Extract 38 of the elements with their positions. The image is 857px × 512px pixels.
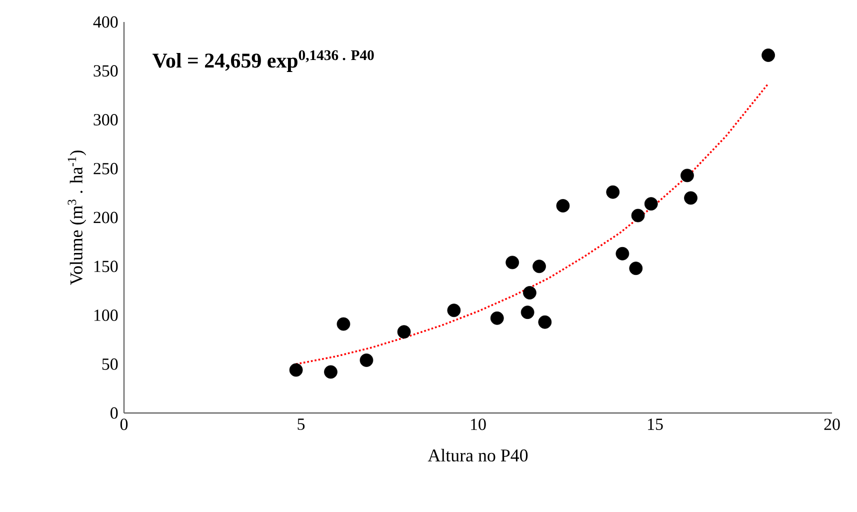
y-tick-label: 400 [93,16,118,28]
point [506,256,520,270]
point [644,197,658,211]
x-tick-label: 10 [471,418,486,430]
point [490,311,504,325]
x-tick-label: 0 [120,418,128,430]
point [684,191,698,205]
point [606,185,620,199]
point [556,199,570,212]
point [360,354,374,367]
x-tick-label: 5 [298,418,305,430]
point [532,260,546,274]
y-tick-label: 250 [94,162,118,174]
y-axis-title: Volume (m$^{3}$ . ha$^{-1}$) [68,150,86,286]
point [538,315,552,329]
y-tick-label: 350 [94,65,118,77]
point [336,317,350,331]
point [522,286,536,300]
x-axis-title: Altura no P40 [428,448,528,462]
point [762,48,775,62]
x-tick-label: 15 [648,418,663,430]
point [447,304,461,318]
y-tick-label: 300 [94,114,118,126]
y-tick-label: 0 [110,407,118,419]
y-tick-label: 100 [94,310,118,321]
point [680,168,694,182]
y-tick-label: 150 [94,260,118,272]
point [397,325,411,339]
point [289,363,303,377]
annotation: Vol = 24,659 exp$^{0,1436 . P40}$ [152,50,374,72]
y-tick-label: 200 [94,212,118,224]
point [629,262,643,276]
point [324,365,338,379]
point [520,306,534,320]
point [631,208,645,222]
point [616,246,630,260]
y-tick-label: 50 [102,358,118,370]
x-tick-label: 20 [824,418,840,430]
